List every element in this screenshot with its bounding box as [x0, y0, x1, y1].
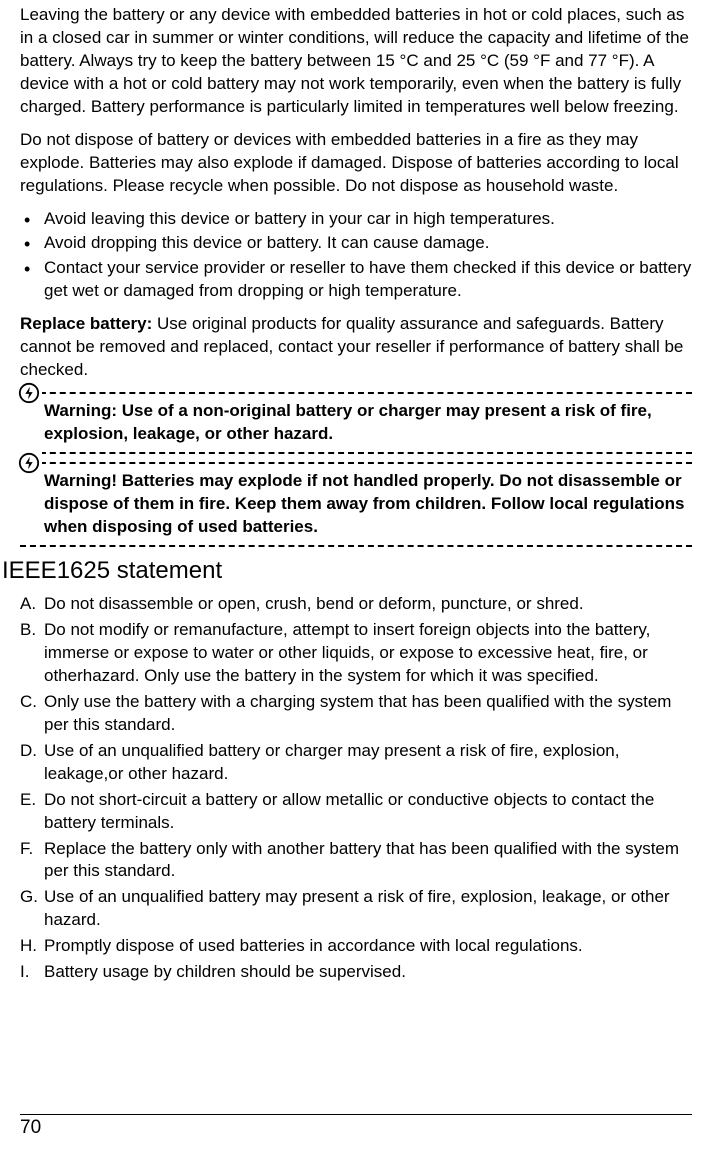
- list-item: I. Battery usage by children should be su…: [20, 961, 692, 984]
- list-text: Replace the battery only with another ba…: [44, 839, 679, 881]
- page-number: 70: [20, 1115, 41, 1141]
- list-marker: G.: [20, 886, 38, 909]
- list-item: G. Use of an unqualified battery may pres…: [20, 886, 692, 932]
- list-text: Only use the battery with a charging sys…: [44, 692, 671, 734]
- warning-box-1: Warning: Use of a non-original battery o…: [20, 392, 692, 454]
- list-text: Do not disassemble or open, crush, bend …: [44, 594, 584, 613]
- paragraph-battery-temp: Leaving the battery or any device with e…: [20, 4, 692, 119]
- list-text: Battery usage by children should be supe…: [44, 962, 406, 981]
- list-marker: A.: [20, 593, 36, 616]
- list-item: A. Do not disassemble or open, crush, ben…: [20, 593, 692, 616]
- replace-battery-paragraph: Replace battery: Use original products f…: [20, 313, 692, 382]
- lightning-icon: [18, 452, 42, 476]
- list-marker: H.: [20, 935, 37, 958]
- bullet-list: Avoid leaving this device or battery in …: [20, 208, 692, 304]
- bullet-item: Avoid dropping this device or battery. I…: [20, 232, 692, 255]
- lightning-icon: [18, 382, 42, 406]
- list-marker: I.: [20, 961, 29, 984]
- bullet-item: Contact your service provider or reselle…: [20, 257, 692, 303]
- list-marker: C.: [20, 691, 37, 714]
- warning-text-1: Warning: Use of a non-original battery o…: [44, 400, 692, 446]
- list-marker: E.: [20, 789, 36, 812]
- list-item: B. Do not modify or remanufacture, attemp…: [20, 619, 692, 688]
- list-marker: D.: [20, 740, 37, 763]
- paragraph-battery-dispose: Do not dispose of battery or devices wit…: [20, 129, 692, 198]
- replace-battery-label: Replace battery:: [20, 314, 152, 333]
- list-text: Use of an unqualified battery or charger…: [44, 741, 619, 783]
- list-text: Do not modify or remanufacture, attempt …: [44, 620, 650, 685]
- list-marker: B.: [20, 619, 36, 642]
- warning-box-2: Warning! Batteries may explode if not ha…: [20, 462, 692, 547]
- list-marker: F.: [20, 838, 33, 861]
- list-text: Promptly dispose of used batteries in ac…: [44, 936, 583, 955]
- ieee-list: A. Do not disassemble or open, crush, ben…: [20, 593, 692, 984]
- warning-text-2: Warning! Batteries may explode if not ha…: [44, 470, 692, 539]
- list-item: H. Promptly dispose of used batteries in …: [20, 935, 692, 958]
- list-item: E. Do not short-circuit a battery or allo…: [20, 789, 692, 835]
- bullet-item: Avoid leaving this device or battery in …: [20, 208, 692, 231]
- list-item: C. Only use the battery with a charging s…: [20, 691, 692, 737]
- list-item: F. Replace the battery only with another …: [20, 838, 692, 884]
- footer-divider: [20, 1114, 692, 1115]
- list-item: D. Use of an unqualified battery or charg…: [20, 740, 692, 786]
- list-text: Do not short-circuit a battery or allow …: [44, 790, 654, 832]
- section-heading: IEEE1625 statement: [2, 555, 692, 587]
- list-text: Use of an unqualified battery may presen…: [44, 887, 670, 929]
